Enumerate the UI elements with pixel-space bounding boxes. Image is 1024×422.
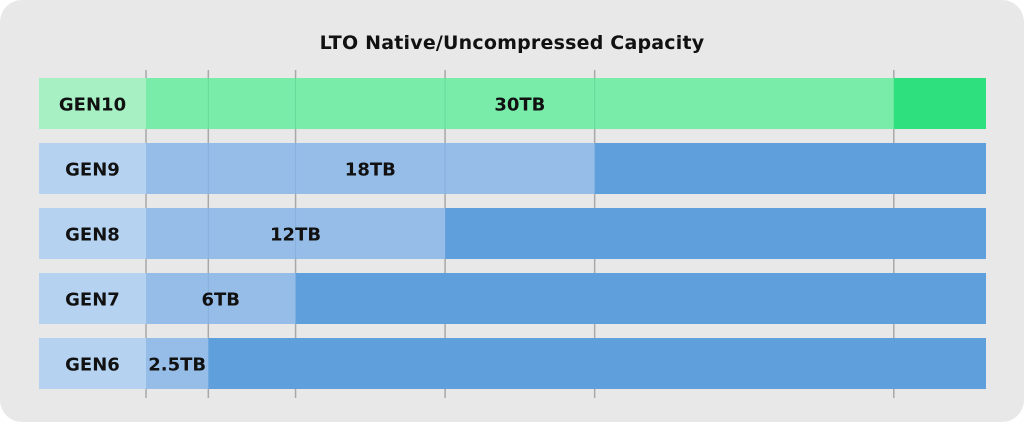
value-label: 12TB <box>270 225 321 246</box>
bar <box>146 273 296 324</box>
value-label: 2.5TB <box>148 355 206 376</box>
bar <box>146 338 209 389</box>
chart-title: LTO Native/Uncompressed Capacity <box>319 32 705 54</box>
bar-row-gen7: GEN7 6TB <box>39 273 986 324</box>
category-label: GEN10 <box>59 95 126 116</box>
category-label: GEN7 <box>65 290 120 311</box>
category-label: GEN9 <box>65 160 120 181</box>
bar <box>146 78 894 129</box>
category-label-bg <box>39 78 146 129</box>
bar-row-gen9: GEN9 18TB <box>39 143 986 194</box>
category-label-bg <box>39 338 146 389</box>
bar-rows: GEN10 30TB GEN9 18TB GEN8 12TB GEN7 6TB GEN6 2.5T… <box>39 78 986 389</box>
bar-row-gen8: GEN8 12TB <box>39 208 986 259</box>
bar-row-gen10: GEN10 30TB <box>39 78 986 129</box>
bar <box>146 143 595 194</box>
bar-track <box>146 338 986 389</box>
bar-row-gen6: GEN6 2.5TB <box>39 338 986 389</box>
category-label-bg <box>39 208 146 259</box>
value-label: 18TB <box>345 160 396 181</box>
category-label: GEN6 <box>65 355 120 376</box>
value-label: 6TB <box>202 290 241 311</box>
category-label-bg <box>39 273 146 324</box>
category-label-bg <box>39 143 146 194</box>
value-label: 30TB <box>494 95 545 116</box>
category-label: GEN8 <box>65 225 120 246</box>
